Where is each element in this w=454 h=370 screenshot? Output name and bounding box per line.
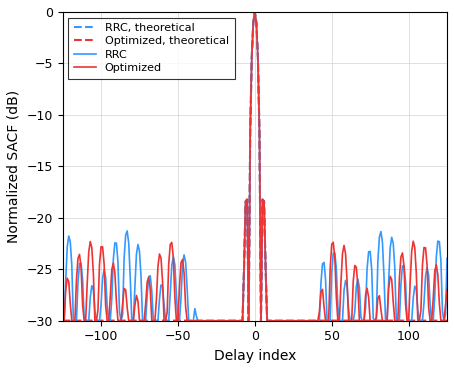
- Optimized, theoretical: [252, 10, 257, 14]
- Optimized, theoretical: [444, 319, 450, 323]
- Optimized: [252, 10, 257, 14]
- Optimized: [60, 319, 65, 323]
- Line: RRC, theoretical: RRC, theoretical: [63, 12, 447, 321]
- RRC: [289, 319, 295, 323]
- RRC: [350, 319, 356, 323]
- RRC: [60, 319, 65, 323]
- Optimized, theoretical: [321, 319, 327, 323]
- Optimized: [294, 319, 299, 323]
- Line: RRC: RRC: [63, 12, 447, 321]
- Optimized: [350, 279, 356, 283]
- RRC, theoretical: [321, 319, 327, 323]
- RRC: [235, 319, 241, 323]
- RRC: [444, 256, 450, 260]
- Y-axis label: Normalized SACF (dB): Normalized SACF (dB): [7, 90, 21, 243]
- X-axis label: Delay index: Delay index: [214, 349, 296, 363]
- RRC: [321, 260, 327, 265]
- Optimized: [289, 319, 295, 323]
- RRC, theoretical: [252, 10, 257, 14]
- Optimized: [235, 319, 241, 323]
- RRC, theoretical: [211, 319, 216, 323]
- Optimized, theoretical: [289, 319, 295, 323]
- Line: Optimized, theoretical: Optimized, theoretical: [63, 12, 447, 321]
- RRC: [294, 319, 299, 323]
- Optimized: [321, 305, 327, 309]
- Optimized, theoretical: [60, 319, 65, 323]
- RRC, theoretical: [294, 319, 299, 323]
- RRC, theoretical: [444, 319, 450, 323]
- Optimized, theoretical: [211, 319, 216, 323]
- Optimized, theoretical: [235, 319, 241, 323]
- RRC, theoretical: [60, 319, 65, 323]
- RRC, theoretical: [289, 319, 295, 323]
- Optimized: [444, 288, 450, 292]
- RRC, theoretical: [350, 319, 356, 323]
- Optimized, theoretical: [350, 319, 356, 323]
- RRC: [211, 319, 216, 323]
- Optimized: [211, 319, 216, 323]
- Line: Optimized: Optimized: [63, 12, 447, 321]
- Legend: RRC, theoretical, Optimized, theoretical, RRC, Optimized: RRC, theoretical, Optimized, theoretical…: [68, 17, 235, 78]
- RRC: [252, 10, 257, 14]
- RRC, theoretical: [235, 319, 241, 323]
- Optimized, theoretical: [294, 319, 299, 323]
